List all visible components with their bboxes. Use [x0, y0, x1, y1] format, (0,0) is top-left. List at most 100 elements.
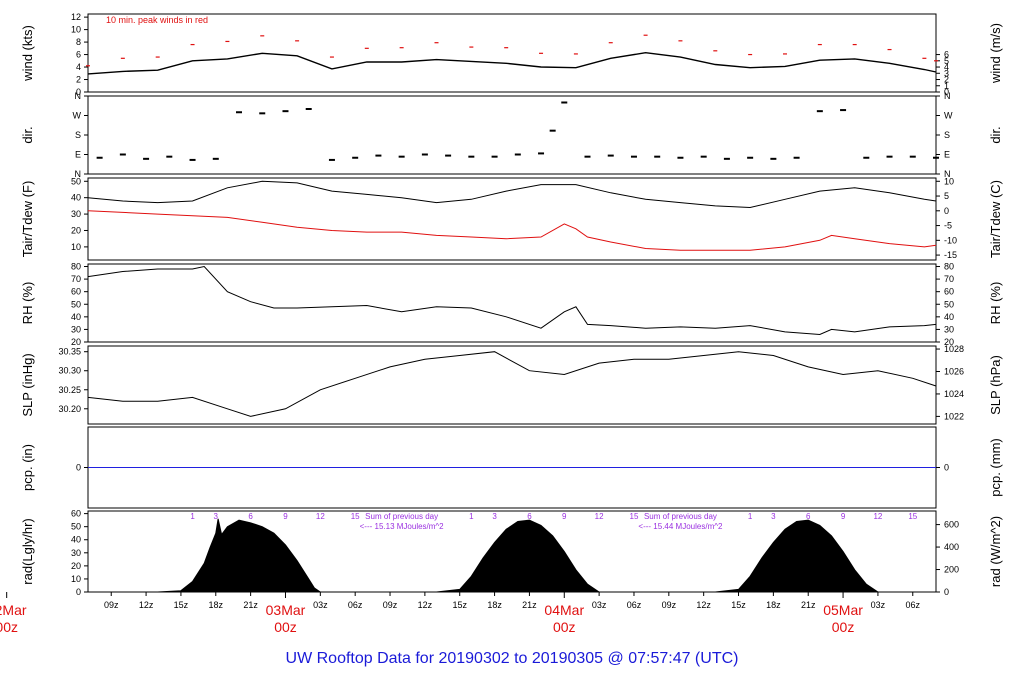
ytick-left-label: 30: [71, 209, 81, 219]
ytick-left-label: 60: [71, 287, 81, 297]
ytick-left-label: 30.25: [58, 385, 81, 395]
day-label: 05Mar: [823, 602, 863, 618]
xtick-label: 15z: [731, 600, 746, 610]
xtick-label: 12z: [418, 600, 433, 610]
rad-hour-mark: 6: [527, 512, 532, 521]
ytick-left-label: 30.20: [58, 404, 81, 414]
panel-frame-wind: [87, 13, 937, 93]
ytick-right-label: 0: [944, 587, 949, 597]
rad-hour-mark: 3: [214, 512, 219, 521]
day-hour-label: 00z: [832, 619, 855, 635]
ytick-right-label: 6: [944, 50, 949, 60]
rh-series-line: [87, 265, 937, 336]
series-line-tdew: [87, 210, 937, 251]
ytick-left-label: 20: [71, 225, 81, 235]
ytick-left-label: 40: [71, 193, 81, 203]
xtick-label: 09z: [104, 600, 119, 610]
ytick-right-label: -15: [944, 250, 957, 260]
ytick-left-label: 40: [71, 535, 81, 545]
rad-hour-mark: 1: [469, 512, 474, 521]
panel-frame-slp: [87, 345, 937, 425]
rad-hour-mark: 6: [248, 512, 253, 521]
ylabel-right-pcp: pcp. (mm): [988, 438, 1003, 497]
day-hour-label: 00z: [0, 619, 18, 635]
xtick-label: 06z: [348, 600, 363, 610]
rad-hour-mark: 12: [873, 512, 882, 521]
ytick-right-label: 30: [944, 324, 954, 334]
slp-series-line: [87, 351, 937, 417]
ylabel-left-wind: wind (kts): [20, 25, 35, 82]
ytick-right-label: S: [944, 130, 950, 140]
rad-hour-mark: 3: [771, 512, 776, 521]
ylabel-left-tair_tdew: Tair/Tdew (F): [20, 181, 35, 258]
day-label: 03Mar: [266, 602, 306, 618]
ytick-left-label: 10: [71, 574, 81, 584]
xtick-label: 15z: [452, 600, 467, 610]
ytick-right-label: 5: [944, 191, 949, 201]
rad-area: [157, 518, 880, 593]
ylabel-left-dir: dir.: [20, 126, 35, 143]
rad-sum-note-line2: <--- 15.44 MJoules/m^2: [638, 522, 723, 531]
xtick-label: 09z: [383, 600, 398, 610]
panel-frame-rh: [87, 263, 937, 343]
rad-hour-mark: 9: [283, 512, 288, 521]
day-hour-label: 00z: [553, 619, 576, 635]
ytick-left-label: 50: [71, 522, 81, 532]
ytick-left-label: 30: [71, 324, 81, 334]
ytick-right-label: N: [944, 91, 951, 101]
xtick-label: 06z: [906, 600, 921, 610]
rad-hour-mark: 3: [492, 512, 497, 521]
ytick-right-label: 1024: [944, 389, 964, 399]
ytick-right-label: 0: [944, 206, 949, 216]
ytick-left-label: N: [75, 169, 82, 179]
ytick-right-label: 50: [944, 299, 954, 309]
ytick-left-label: 20: [71, 561, 81, 571]
ylabel-left-pcp: pcp. (in): [20, 444, 35, 491]
rad-hour-mark: 15: [908, 512, 917, 521]
rad-hour-mark: 12: [316, 512, 325, 521]
xtick-label: 18z: [209, 600, 224, 610]
panel-frame-dir: [87, 95, 937, 175]
ytick-left-label: 80: [71, 262, 81, 272]
rad-sum-note-line2: <--- 15.13 MJoules/m^2: [360, 522, 445, 531]
ytick-right-label: 80: [944, 262, 954, 272]
ytick-right-label: 3: [944, 68, 949, 78]
series-line-tair: [87, 180, 937, 209]
xtick-label: 21z: [243, 600, 258, 610]
ylabel-right-tair_tdew: Tair/Tdew (C): [988, 180, 1003, 258]
ytick-right-label: 1022: [944, 411, 964, 421]
ytick-right-label: 1: [944, 81, 949, 91]
xtick-label: 21z: [801, 600, 816, 610]
panel-frame-tair_tdew: [87, 177, 937, 261]
ytick-left-label: 40: [71, 312, 81, 322]
xtick-label: 12z: [139, 600, 154, 610]
ytick-right-label: E: [944, 150, 950, 160]
ytick-left-label: 10: [71, 242, 81, 252]
xtick-label: 03z: [592, 600, 607, 610]
ytick-left-label: 8: [76, 37, 81, 47]
ytick-right-label: 400: [944, 542, 959, 552]
ytick-left-label: 0: [76, 463, 81, 473]
ytick-left-label: E: [75, 150, 81, 160]
ytick-right-label: 4: [944, 62, 949, 72]
ytick-left-label: 2: [76, 75, 81, 85]
xtick-label: 18z: [487, 600, 502, 610]
ytick-left-label: 30: [71, 548, 81, 558]
rad-hour-mark: 1: [190, 512, 195, 521]
wind-annotation: 10 min. peak winds in red: [106, 15, 208, 25]
ytick-right-label: 60: [944, 287, 954, 297]
ytick-left-label: N: [75, 91, 82, 101]
ytick-right-label: 1026: [944, 366, 964, 376]
ytick-right-label: 40: [944, 312, 954, 322]
ytick-right-label: 20: [944, 337, 954, 347]
ytick-right-label: W: [944, 111, 953, 121]
day-hour-label: 00z: [274, 619, 297, 635]
ylabel-right-slp: SLP (hPa): [988, 355, 1003, 415]
xtick-label: 12z: [696, 600, 711, 610]
ytick-right-label: 5: [944, 56, 949, 66]
rad-hour-mark: 9: [841, 512, 846, 521]
ylabel-right-rh: RH (%): [988, 282, 1003, 325]
xtick-label: 15z: [174, 600, 189, 610]
ylabel-right-wind: wind (m/s): [988, 23, 1003, 84]
ytick-left-label: 60: [71, 509, 81, 519]
